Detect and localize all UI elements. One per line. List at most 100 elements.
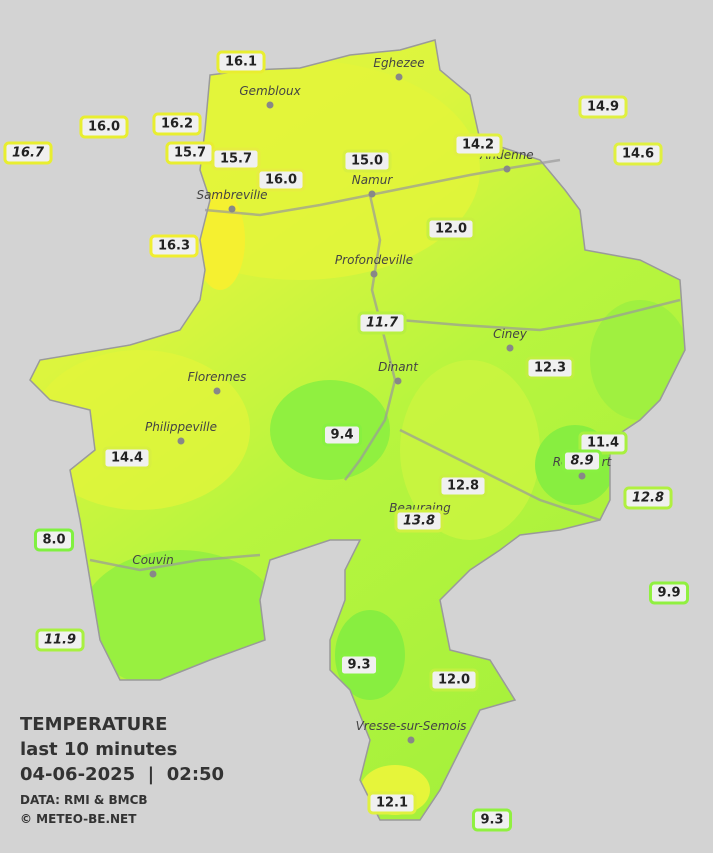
station: 8.9 bbox=[561, 449, 603, 473]
station: 16.2 bbox=[152, 112, 202, 136]
station-value: 12.0 bbox=[435, 222, 467, 237]
station-value: 15.0 bbox=[351, 154, 383, 169]
station-box bbox=[256, 168, 306, 192]
station: 14.9 bbox=[578, 95, 628, 119]
station-value: 13.8 bbox=[403, 514, 435, 529]
city-label: Gembloux bbox=[239, 84, 301, 98]
city-dot bbox=[177, 437, 185, 445]
station-box bbox=[367, 791, 417, 815]
station: 15.0 bbox=[342, 149, 392, 173]
station: 8.0 bbox=[33, 528, 75, 552]
station: 15.7 bbox=[211, 147, 261, 171]
city-label: Dinant bbox=[378, 360, 419, 374]
legend-source: DATA: RMI & BMCB bbox=[20, 793, 148, 807]
station-value: 14.6 bbox=[622, 147, 654, 162]
station-box bbox=[578, 95, 628, 119]
station-box bbox=[338, 653, 380, 677]
city-label: Eghezee bbox=[373, 56, 424, 70]
station-box bbox=[35, 628, 85, 652]
station-value: 12.8 bbox=[632, 491, 664, 506]
city-label: Sambreville bbox=[196, 188, 267, 202]
city-dot bbox=[149, 570, 157, 578]
station-value: 14.4 bbox=[111, 451, 143, 466]
legend-datetime: 04-06-2025 | 02:50 bbox=[20, 764, 224, 785]
station: 9.3 bbox=[338, 653, 380, 677]
station-value: 9.9 bbox=[657, 586, 680, 601]
city-dot bbox=[368, 190, 376, 198]
station-value: 14.9 bbox=[587, 100, 619, 115]
station-value: 16.0 bbox=[265, 173, 297, 188]
station-box bbox=[453, 133, 503, 157]
station: 9.9 bbox=[648, 581, 690, 605]
station-box bbox=[357, 311, 407, 335]
station-value: 15.7 bbox=[174, 146, 206, 161]
station-value: 14.2 bbox=[462, 138, 494, 153]
station: 14.6 bbox=[613, 142, 663, 166]
station-value: 11.9 bbox=[44, 633, 76, 648]
city-dot bbox=[407, 736, 415, 744]
legend-title: TEMPERATURE bbox=[20, 714, 167, 735]
station-box bbox=[79, 115, 129, 139]
station-value: 9.3 bbox=[480, 813, 503, 828]
station: 14.2 bbox=[453, 133, 503, 157]
station-box bbox=[102, 446, 152, 470]
legend-subtitle: last 10 minutes bbox=[20, 739, 177, 760]
station: 13.8 bbox=[394, 509, 444, 533]
station-value: 9.3 bbox=[347, 658, 370, 673]
station-box bbox=[149, 234, 199, 258]
station-value: 8.9 bbox=[570, 454, 593, 469]
station-box bbox=[394, 509, 444, 533]
station-box bbox=[152, 112, 202, 136]
station-value: 9.4 bbox=[330, 428, 353, 443]
rivers bbox=[89, 158, 681, 572]
station: 16.3 bbox=[149, 234, 199, 258]
station-box bbox=[429, 668, 479, 692]
station: 16.1 bbox=[216, 50, 266, 74]
station-box bbox=[471, 808, 513, 832]
station-value: 12.8 bbox=[447, 479, 479, 494]
station-box bbox=[33, 528, 75, 552]
station-value: 16.2 bbox=[161, 117, 193, 132]
city-dot bbox=[395, 73, 403, 81]
station-value: 11.7 bbox=[366, 316, 399, 331]
city-label: Vresse-sur-Semois bbox=[356, 719, 467, 733]
station: 12.0 bbox=[429, 668, 479, 692]
city-label: Ciney bbox=[493, 327, 528, 341]
station: 11.9 bbox=[35, 628, 85, 652]
station-value: 16.7 bbox=[12, 146, 45, 161]
station-value: 11.4 bbox=[587, 436, 619, 451]
station: 9.4 bbox=[321, 423, 363, 447]
station-box bbox=[426, 217, 476, 241]
city-label: Florennes bbox=[188, 370, 247, 384]
station-value: 15.7 bbox=[220, 152, 252, 167]
station-box bbox=[525, 356, 575, 380]
station-box bbox=[211, 147, 261, 171]
station-value: 16.1 bbox=[225, 55, 257, 70]
station-value: 16.3 bbox=[158, 239, 190, 254]
station: 12.1 bbox=[367, 791, 417, 815]
city-dot bbox=[266, 101, 274, 109]
station: 11.7 bbox=[357, 311, 407, 335]
station-box bbox=[648, 581, 690, 605]
station-box bbox=[216, 50, 266, 74]
station-value: 16.0 bbox=[88, 120, 120, 135]
station-value: 12.1 bbox=[376, 796, 408, 811]
station: 12.3 bbox=[525, 356, 575, 380]
station-box bbox=[438, 474, 488, 498]
city-dot bbox=[394, 377, 402, 385]
station-box bbox=[613, 142, 663, 166]
city-dot bbox=[578, 472, 586, 480]
city-label: Philippeville bbox=[145, 420, 217, 434]
city-dot bbox=[506, 344, 514, 352]
city-label: Couvin bbox=[132, 553, 173, 567]
station: 12.8 bbox=[623, 486, 673, 510]
station: 16.7 bbox=[3, 141, 53, 165]
station-value: 12.0 bbox=[438, 673, 470, 688]
legend-copyright: © METEO-BE.NET bbox=[20, 812, 137, 826]
station-box bbox=[561, 449, 603, 473]
city-dot bbox=[503, 165, 511, 173]
city-label: Profondeville bbox=[335, 253, 413, 267]
station-value: 12.3 bbox=[534, 361, 566, 376]
city-dot bbox=[370, 270, 378, 278]
